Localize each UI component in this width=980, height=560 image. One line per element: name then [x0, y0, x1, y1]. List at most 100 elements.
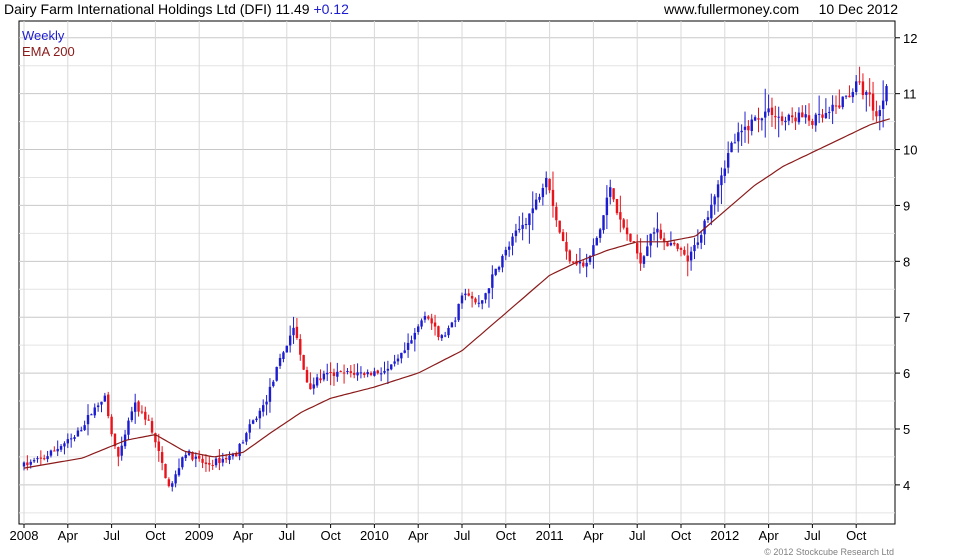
candle-body: [521, 224, 524, 229]
candle-body: [396, 358, 400, 362]
x-tick-label: Oct: [496, 528, 517, 543]
candle-body: [336, 371, 339, 377]
candle-body: [844, 95, 848, 97]
x-tick-label: Apr: [58, 528, 79, 543]
candle-body: [437, 326, 440, 338]
candle-body: [457, 303, 460, 321]
candle-body: [861, 81, 865, 96]
candle-body: [683, 249, 686, 255]
candle-body: [292, 327, 295, 336]
candle-body: [450, 322, 454, 328]
candle-body: [568, 250, 572, 262]
candle-body: [66, 439, 69, 444]
legend-ema: EMA 200: [22, 44, 75, 59]
candle-body: [841, 96, 844, 108]
candle-body: [706, 217, 710, 220]
candle-body: [420, 320, 423, 327]
candle-body: [285, 345, 288, 353]
candle-body: [417, 326, 420, 332]
candle-body: [36, 458, 39, 460]
candle-body: [764, 111, 767, 118]
chart-source-line: www.fullermoney.com 10 Dec 2012: [664, 1, 898, 17]
candle-body: [174, 474, 177, 484]
y-tick-label: 4: [903, 478, 910, 493]
source-site: www.fullermoney.com: [664, 1, 800, 17]
candle-body: [211, 464, 214, 466]
candle-body: [69, 438, 73, 440]
candle-body: [433, 322, 437, 327]
candle-body: [117, 447, 120, 457]
candle-body: [868, 92, 871, 95]
candle-body: [147, 419, 150, 421]
candle-body: [646, 246, 649, 256]
candle-body: [855, 81, 858, 93]
x-tick-label: Jul: [278, 528, 295, 543]
candle-body: [484, 293, 487, 300]
candle-body: [447, 327, 450, 336]
candle-body: [703, 220, 706, 235]
candle-body: [150, 421, 154, 433]
candle-body: [491, 274, 494, 288]
candle-body: [757, 118, 760, 120]
candle-body: [784, 120, 787, 123]
candle-body: [443, 335, 447, 337]
candle-body: [376, 370, 379, 374]
legend: Weekly EMA 200: [22, 28, 75, 59]
candle-body: [403, 350, 406, 353]
candle-body: [86, 415, 90, 425]
x-axis: 2008 Apr Jul Oct 2009 Apr Jul Oct 2010 Apr Jul Oct 2…: [10, 524, 867, 543]
candle-body: [481, 300, 484, 304]
candle-body: [241, 442, 245, 444]
candle-body: [49, 450, 53, 456]
candle-body: [504, 249, 507, 256]
chart-title-line: Dairy Farm International Holdings Ltd (D…: [4, 1, 349, 17]
y-tick-label: 9: [903, 198, 910, 213]
candle-body: [464, 293, 467, 296]
candle-body: [555, 206, 558, 221]
candle-body: [669, 243, 673, 246]
candle-body: [157, 441, 160, 452]
candle-body: [545, 177, 548, 188]
candle-body: [373, 371, 376, 376]
candle-body: [659, 229, 662, 239]
candle-body: [110, 416, 113, 435]
candle-body: [565, 241, 568, 252]
candle-body: [673, 242, 676, 245]
candle-body: [518, 228, 521, 231]
candle-body: [551, 189, 555, 207]
y-tick-label: 12: [903, 31, 917, 46]
candle-body: [760, 118, 764, 121]
x-tick-label: Oct: [671, 528, 692, 543]
candle-body: [171, 483, 174, 487]
candle-body: [413, 332, 417, 340]
candle-body: [248, 424, 251, 433]
candle-body: [743, 126, 747, 130]
candle-body: [881, 100, 885, 110]
candle-body: [352, 372, 356, 375]
candle-body: [733, 142, 737, 144]
candle-body: [302, 354, 305, 370]
candle-body: [612, 188, 615, 200]
candle-body: [366, 372, 369, 375]
candle-body: [797, 112, 801, 123]
candle-body: [137, 401, 140, 412]
candle-body: [356, 372, 359, 376]
candle-body: [531, 208, 534, 214]
candle-body: [214, 458, 218, 466]
candle-body: [737, 132, 740, 142]
candle-body: [585, 262, 588, 267]
candle-body: [588, 256, 592, 263]
candle-body: [107, 394, 110, 417]
candle-body: [871, 93, 875, 111]
candle-body: [406, 342, 410, 350]
x-tick-label: Oct: [145, 528, 166, 543]
candle-body: [342, 372, 346, 374]
candle-body: [251, 420, 255, 424]
candle-body: [63, 443, 66, 447]
candle-body: [649, 233, 652, 246]
candle-body: [177, 468, 181, 476]
y-tick-label: 10: [903, 143, 917, 158]
candle-body: [548, 178, 551, 191]
candle-body: [787, 114, 791, 121]
candle-body: [831, 104, 834, 112]
